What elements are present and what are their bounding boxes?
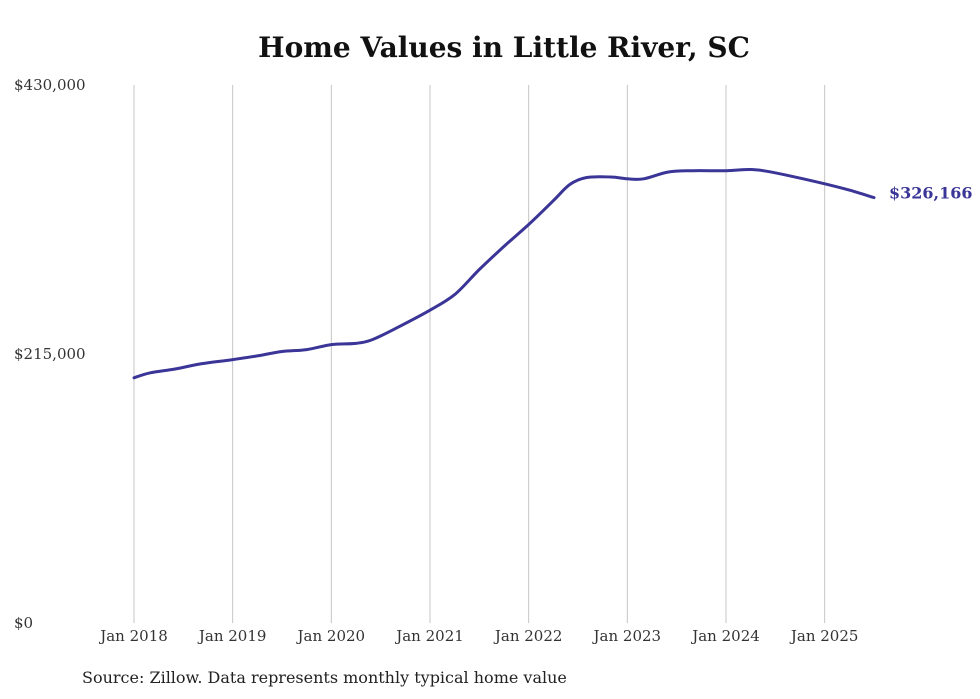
x-tick-label: Jan 2023 (592, 627, 662, 645)
x-tick-label: Jan 2024 (690, 627, 760, 645)
series-line (132, 167, 876, 380)
y-tick-label: $0 (14, 614, 33, 632)
end-value-label: $326,166 (889, 184, 973, 203)
x-tick-label: Jan 2021 (394, 627, 464, 645)
x-tick-label: Jan 2018 (98, 627, 168, 645)
source-note: Source: Zillow. Data represents monthly … (82, 668, 567, 687)
x-tick-label: Jan 2019 (197, 627, 267, 645)
x-tick-label: Jan 2022 (493, 627, 563, 645)
y-tick-label: $430,000 (14, 76, 86, 94)
y-tick-label: $215,000 (14, 345, 86, 363)
x-tick-label: Jan 2025 (789, 627, 859, 645)
chart-title: Home Values in Little River, SC (258, 31, 750, 64)
x-tick-label: Jan 2020 (296, 627, 366, 645)
